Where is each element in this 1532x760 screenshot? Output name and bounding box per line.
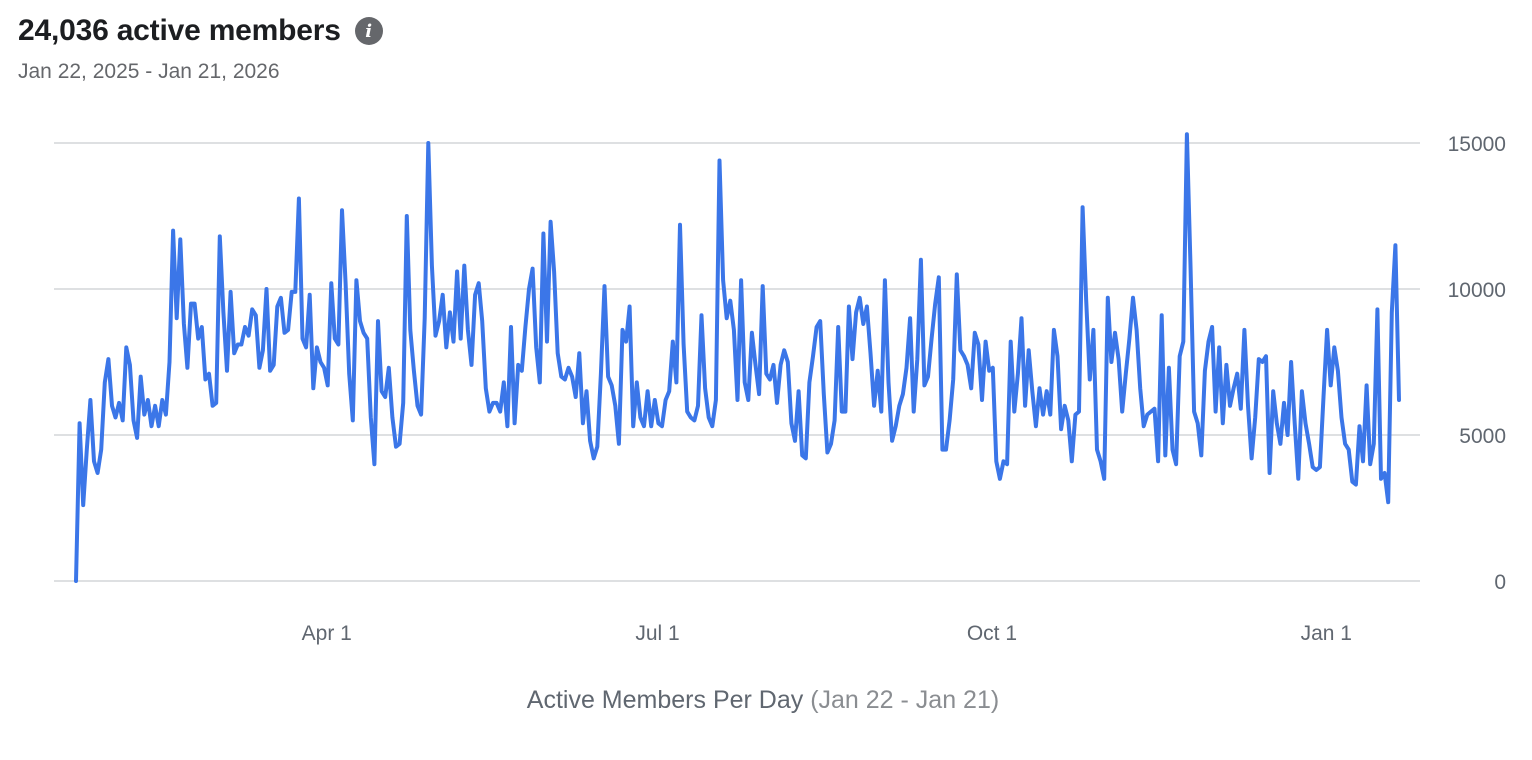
chart-caption: Active Members Per Day (Jan 22 - Jan 21) — [0, 686, 1526, 715]
header: 24,036 active members i Jan 22, 2025 - J… — [18, 14, 383, 84]
series-group — [74, 132, 1401, 583]
caption-range: (Jan 22 - Jan 21) — [810, 686, 1000, 714]
info-icon[interactable]: i — [354, 17, 383, 45]
y-tick-label: 5000 — [1459, 425, 1506, 448]
x-tick-label: Jul 1 — [635, 622, 679, 645]
x-tick-label: Apr 1 — [302, 622, 352, 645]
y-tick-label: 15000 — [1448, 133, 1506, 156]
x-tick-label: Jan 1 — [1301, 622, 1352, 645]
x-tick-label: Oct 1 — [967, 622, 1017, 645]
y-tick-label: 10000 — [1448, 279, 1506, 302]
y-axis-ticks: 0 5000 10000 15000 — [1448, 133, 1506, 594]
y-tick-label: 0 — [1494, 571, 1506, 594]
page-title: 24,036 active members — [18, 14, 341, 47]
caption-label: Active Members Per Day — [526, 686, 804, 714]
date-range: Jan 22, 2025 - Jan 21, 2026 — [18, 60, 280, 83]
title-row: 24,036 active members i — [18, 14, 383, 48]
x-axis-ticks: Apr 1 Jul 1 Oct 1 Jan 1 — [302, 622, 1352, 645]
series-line — [74, 132, 1401, 583]
